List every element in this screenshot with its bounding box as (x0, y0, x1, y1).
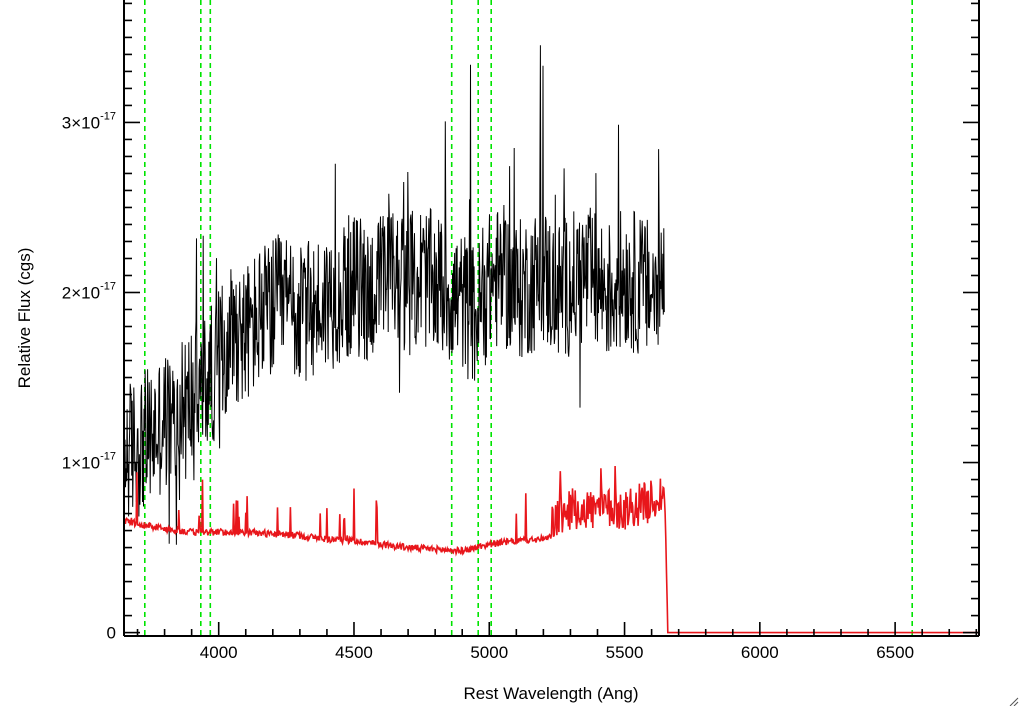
spectrum-series-line (124, 45, 665, 545)
axes (123, 0, 980, 637)
y-tick-label: 2×10-17 (62, 280, 116, 302)
x-tick-label: 4000 (200, 643, 238, 662)
y-tick-label: 0 (107, 624, 116, 643)
x-tick-label: 6000 (741, 643, 779, 662)
resize-grip-icon[interactable] (1009, 697, 1019, 706)
series-layer (124, 45, 979, 634)
x-axis-label: Rest Wavelength (Ang) (463, 684, 638, 703)
error-series-line (124, 465, 979, 634)
x-tick-label: 5000 (470, 643, 508, 662)
x-tick-label: 5500 (606, 643, 644, 662)
x-tick-label: 6500 (876, 643, 914, 662)
y-axis-label: Relative Flux (cgs) (15, 248, 34, 389)
y-tick-label: 3×10-17 (62, 110, 116, 132)
y-tick-label: 1×10-17 (62, 451, 116, 473)
x-tick-label: 4500 (335, 643, 373, 662)
tick-labels: 4000 4500 5000 5500 6000 6500 0 1×10-17 2×10-17 3… (62, 110, 914, 662)
